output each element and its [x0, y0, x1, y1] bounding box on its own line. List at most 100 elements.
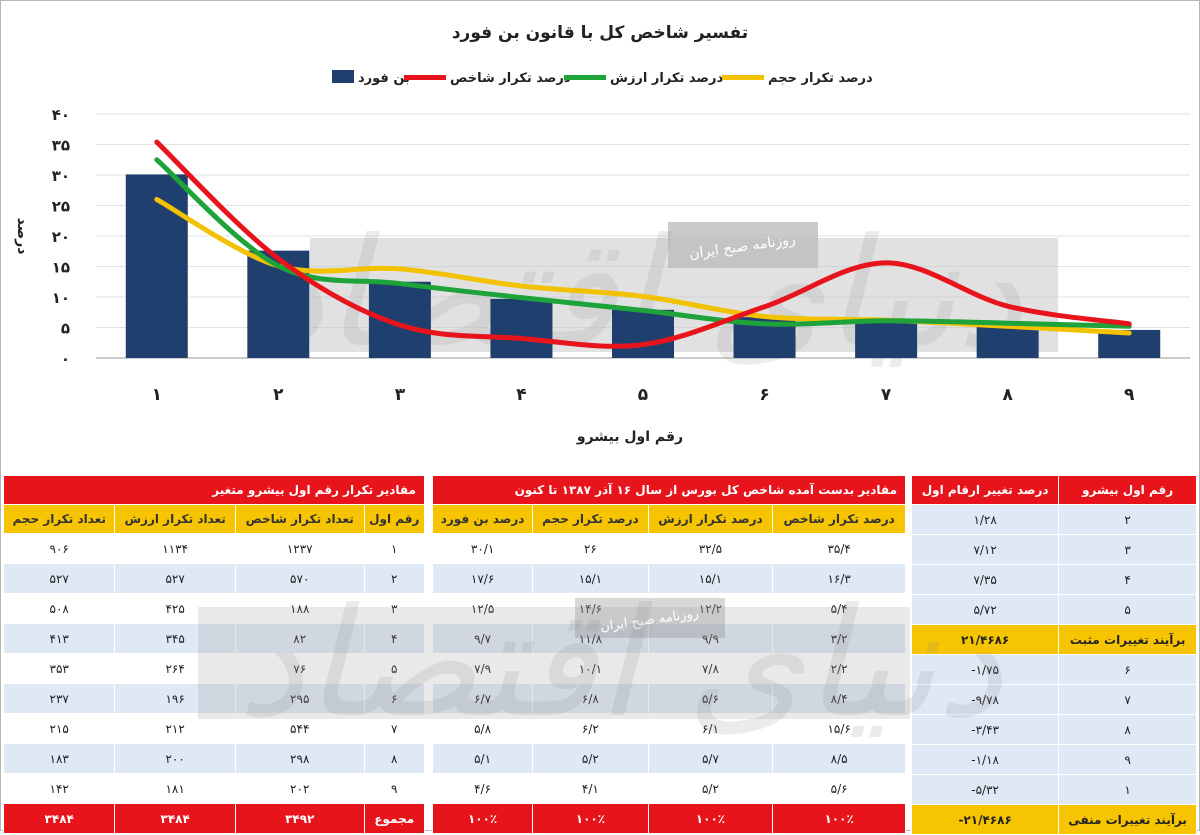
table-cell: ۲۳۷ — [2, 683, 116, 714]
table-row: ۵/۴ ۱۲/۲ ۱۴/۶ ۱۲/۵ — [431, 593, 906, 624]
table-cell: ۵۰۸ — [2, 593, 116, 624]
table-cell: ۵ — [1058, 594, 1197, 625]
frequency-table-title: مقادیر تکرار رقم اول بیشرو متغیر — [3, 475, 425, 505]
table-cell: ۹ — [1058, 744, 1197, 775]
x-tick-label: ۳ — [395, 385, 406, 405]
table-cell: ۵/۶ — [647, 683, 774, 714]
x-tick-label: ۱ — [152, 385, 162, 405]
table-row: ۷ -۹/۷۸ — [910, 684, 1197, 715]
table-total-cell: ۳۴۹۲ — [234, 803, 365, 834]
table-cell: ۲۰۰ — [114, 743, 236, 774]
table-row: ۲ ۱/۲۸ — [910, 504, 1197, 535]
table-header-cell: درصد تغییر ارقام اول — [910, 475, 1060, 505]
table-cell: ۱۷/۶ — [431, 563, 534, 594]
watermark-badge — [668, 222, 818, 268]
table-total-cell: ۳۴۸۴ — [114, 803, 236, 834]
x-tick-label: ۲ — [273, 385, 284, 405]
table-cell: ۱۵/۶ — [772, 713, 906, 744]
y-tick-label: ۴۰ — [52, 106, 70, 124]
table-cell: ۴/۶ — [431, 773, 534, 804]
table-total-row: ۱۰۰٪ ۱۰۰٪ ۱۰۰٪ ۱۰۰٪ — [431, 803, 906, 834]
table-cell: -۲۱/۴۶۸۶ — [910, 804, 1060, 835]
table-cell: ۸۲ — [234, 623, 365, 654]
table-header-cell: تعداد تکرار ارزش — [114, 504, 236, 534]
table-row: ۵ ۷۶ ۲۶۴ ۳۵۳ — [2, 653, 426, 684]
table-cell: ۶/۷ — [431, 683, 534, 714]
table-cell: ۷/۳۵ — [910, 564, 1060, 595]
table-row: ۳۵/۴ ۳۲/۵ ۲۶ ۳۰/۱ — [431, 533, 906, 564]
table-cell: ۸/۴ — [772, 683, 906, 714]
legend-label: درصد تکرار ارزش — [610, 71, 723, 86]
table-cell: ۲۱/۴۶۸۶ — [910, 624, 1060, 655]
table-cell: ۵/۷۲ — [910, 594, 1060, 625]
table-cell: ۱ — [1058, 774, 1197, 805]
table-cell: ۳۰/۱ — [431, 533, 534, 564]
table-cell: ۵/۲ — [647, 773, 774, 804]
table-cell: -۵/۳۲ — [910, 774, 1060, 805]
table-summary-row: برآیند تغییرات مثبت ۲۱/۴۶۸۶ — [910, 624, 1197, 655]
table-cell: ۱ — [363, 533, 426, 564]
table-cell: ۵۲۷ — [2, 563, 116, 594]
table-cell: ۹ — [363, 773, 426, 804]
table-cell: -۳/۴۳ — [910, 714, 1060, 745]
percentage-table: مقادیر بدست آمده شاخص کل بورس از سال ۱۶ … — [431, 475, 906, 834]
table-cell: ۶/۱ — [647, 713, 774, 744]
table-cell: ۸ — [1058, 714, 1197, 745]
table-header-cell: درصد بن فورد — [431, 504, 534, 534]
table-cell: ۷/۹ — [431, 653, 534, 684]
table-cell: ۱۰/۱ — [532, 653, 649, 684]
table-row: ۹ -۱/۱۸ — [910, 744, 1197, 775]
legend: بن فورد درصد تکرار شاخص درصد تکرار ارزش درص… — [332, 70, 873, 86]
x-tick-label: ۹ — [1124, 385, 1135, 405]
series-line — [154, 139, 1132, 349]
table-cell: ۹/۹ — [647, 623, 774, 654]
table-cell: ۱۸۱ — [114, 773, 236, 804]
table-header-cell: تعداد تکرار شاخص — [234, 504, 365, 534]
table-cell: ۱۲/۲ — [647, 593, 774, 624]
table-cell: ۴ — [1058, 564, 1197, 595]
table-cell: ۶/۸ — [532, 683, 649, 714]
bar-benford — [855, 322, 918, 358]
x-tick-label: ۴ — [516, 385, 526, 405]
table-cell: ۵/۷ — [647, 743, 774, 774]
table-total-cell: ۱۰۰٪ — [532, 803, 649, 834]
table-row: ۱۵/۶ ۶/۱ ۶/۲ ۵/۸ — [431, 713, 906, 744]
table-cell: -۱/۱۸ — [910, 744, 1060, 775]
table-row: ۵/۶ ۵/۲ ۴/۱ ۴/۶ — [431, 773, 906, 804]
x-tick-label: ۶ — [759, 385, 769, 405]
table-row: ۶ ۲۹۵ ۱۹۶ ۲۳۷ — [2, 683, 426, 714]
table-cell: ۵۷۰ — [234, 563, 365, 594]
legend-label: بن فورد — [358, 71, 410, 86]
table-cell: ۲۹۵ — [234, 683, 365, 714]
table-cell: ۶/۲ — [532, 713, 649, 744]
table-total-cell: ۱۰۰٪ — [772, 803, 906, 834]
table-cell: برآیند تغییرات مثبت — [1058, 624, 1197, 655]
table-row: ۸ -۳/۴۳ — [910, 714, 1197, 745]
chart-title: تفسیر شاخص کل با قانون بن فورد — [452, 23, 748, 43]
table-row: ۸/۴ ۵/۶ ۶/۸ ۶/۷ — [431, 683, 906, 714]
y-tick-label: ۲۵ — [52, 198, 70, 216]
table-cell: ۲۱۵ — [2, 713, 116, 744]
table-row: ۶ -۱/۷۵ — [910, 654, 1197, 685]
table-row: ۷ ۵۴۴ ۲۱۲ ۲۱۵ — [2, 713, 426, 744]
table-cell: ۵/۶ — [772, 773, 906, 804]
table-cell: ۹/۷ — [431, 623, 534, 654]
table-cell: ۵۴۴ — [234, 713, 365, 744]
table-total-row: مجموع ۳۴۹۲ ۳۴۸۴ ۳۴۸۴ — [2, 803, 426, 834]
legend-label: درصد تکرار حجم — [768, 71, 873, 86]
bar-benford — [490, 298, 553, 358]
table-row: ۱ -۵/۳۲ — [910, 774, 1197, 805]
table-cell: ۱۴/۶ — [532, 593, 649, 624]
table-cell: ۷ — [1058, 684, 1197, 715]
table-cell: ۳ — [1058, 534, 1197, 565]
table-row: ۳ ۱۸۸ ۴۲۵ ۵۰۸ — [2, 593, 426, 624]
table-cell: ۵/۴ — [772, 593, 906, 624]
table-cell: ۱۲۳۷ — [234, 533, 365, 564]
table-row: ۲/۲ ۷/۸ ۱۰/۱ ۷/۹ — [431, 653, 906, 684]
table-cell: ۲/۲ — [772, 653, 906, 684]
table-cell: ۱۵/۱ — [647, 563, 774, 594]
y-tick-label: ۳۰ — [52, 167, 70, 185]
table-cell: ۸/۵ — [772, 743, 906, 774]
table-cell: ۳ — [363, 593, 426, 624]
table-header-cell: درصد تکرار ارزش — [647, 504, 774, 534]
